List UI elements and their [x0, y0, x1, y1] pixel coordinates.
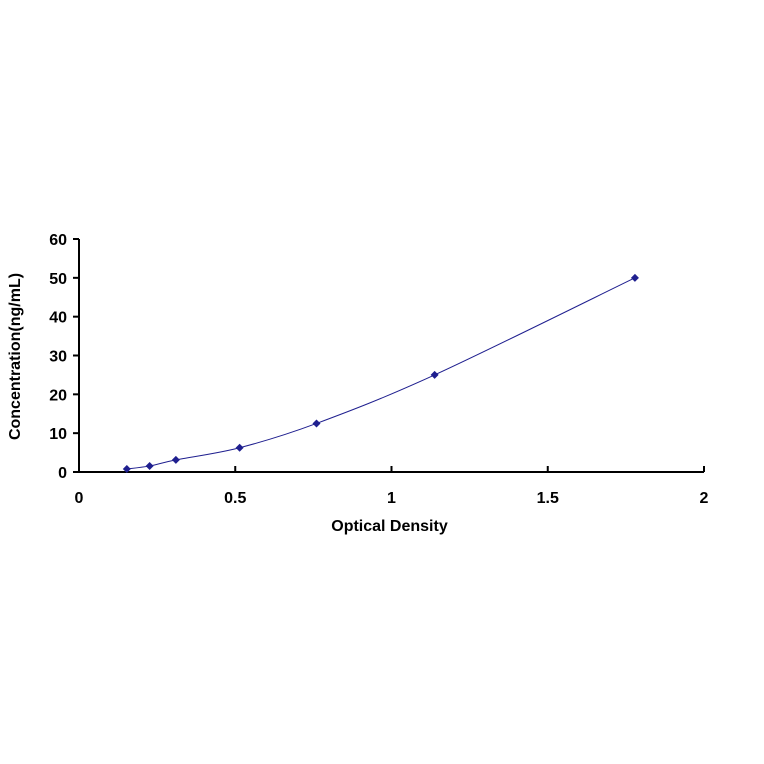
y-tick-label: 50 [49, 271, 67, 288]
fit-curve [126, 277, 636, 470]
x-tick-label: 0 [75, 490, 84, 507]
y-tick-label: 10 [49, 426, 67, 443]
y-ticks: 0 10 20 30 40 50 60 [49, 232, 79, 482]
plot-area [122, 273, 639, 473]
x-tick-label: 0.5 [224, 490, 246, 507]
x-axis-title: Optical Density [331, 518, 448, 535]
x-tick-label: 2 [700, 490, 709, 507]
y-tick-label: 30 [49, 349, 67, 366]
y-tick-label: 0 [58, 465, 67, 482]
x-ticks: 0 0.5 1 1.5 2 [75, 466, 709, 507]
x-tick-label: 1.5 [537, 490, 559, 507]
y-tick-label: 20 [49, 387, 67, 404]
y-axis-title: Concentration(ng/mL) [7, 273, 24, 440]
data-point-marker [235, 443, 244, 452]
data-point-marker [122, 464, 131, 473]
data-point-marker [312, 419, 321, 428]
data-point-marker [630, 273, 639, 282]
data-point-marker [171, 455, 180, 464]
y-tick-label: 40 [49, 310, 67, 327]
data-point-marker [430, 370, 439, 379]
x-tick-label: 1 [387, 490, 396, 507]
y-tick-label: 60 [49, 232, 67, 249]
data-point-marker [145, 461, 154, 470]
data-points [122, 273, 639, 473]
axes: 0 10 20 30 40 50 60 0 0.5 1 1.5 2 [49, 232, 708, 507]
